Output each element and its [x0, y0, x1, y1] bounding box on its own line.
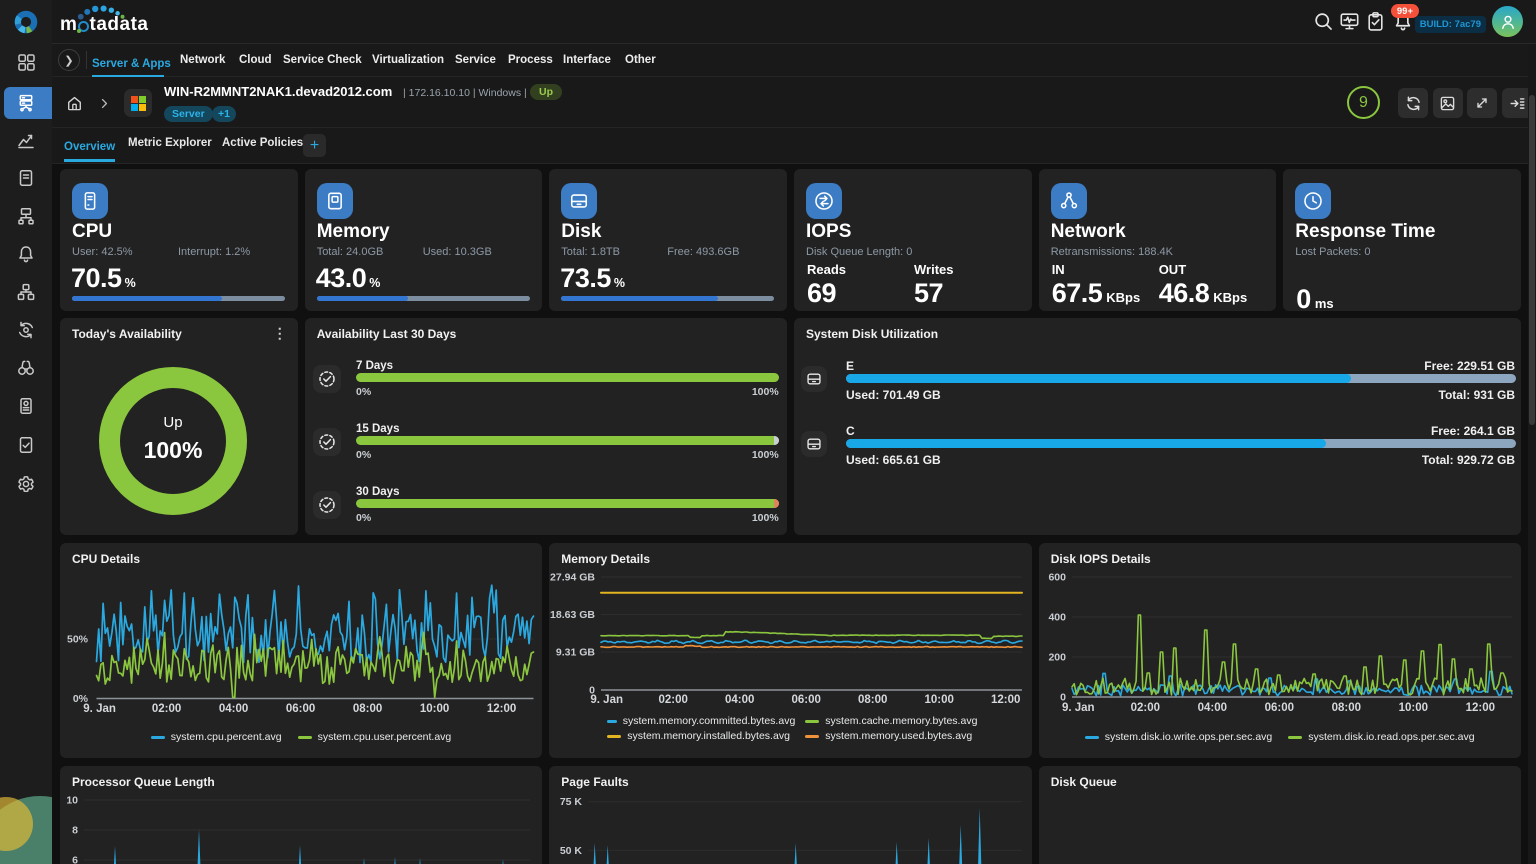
- svg-text:08:00: 08:00: [858, 694, 887, 706]
- svg-text:200: 200: [1048, 652, 1066, 664]
- svg-text:0%: 0%: [73, 693, 89, 705]
- svg-text:02:00: 02:00: [152, 703, 181, 715]
- svg-text:08:00: 08:00: [353, 703, 382, 715]
- svg-text:18.63 GB: 18.63 GB: [550, 609, 595, 621]
- svg-text:10: 10: [66, 795, 78, 807]
- svg-text:9. Jan: 9. Jan: [591, 694, 624, 706]
- svg-text:06:00: 06:00: [792, 694, 821, 706]
- svg-text:10:00: 10:00: [925, 694, 954, 706]
- svg-text:600: 600: [1048, 572, 1066, 584]
- svg-text:04:00: 04:00: [1197, 702, 1226, 714]
- svg-text:0: 0: [589, 685, 595, 697]
- svg-text:27.94 GB: 27.94 GB: [550, 572, 595, 584]
- svg-text:04:00: 04:00: [219, 703, 248, 715]
- svg-text:12:00: 12:00: [991, 694, 1020, 706]
- svg-text:50 K: 50 K: [560, 845, 583, 857]
- svg-text:9. Jan: 9. Jan: [83, 703, 116, 715]
- svg-text:10:00: 10:00: [420, 703, 449, 715]
- svg-text:400: 400: [1048, 612, 1066, 624]
- svg-text:02:00: 02:00: [659, 694, 688, 706]
- svg-text:12:00: 12:00: [1465, 702, 1494, 714]
- svg-text:50%: 50%: [67, 634, 89, 646]
- svg-text:10:00: 10:00: [1398, 702, 1427, 714]
- svg-text:06:00: 06:00: [286, 703, 315, 715]
- svg-text:12:00: 12:00: [487, 703, 516, 715]
- svg-text:02:00: 02:00: [1130, 702, 1159, 714]
- svg-text:0: 0: [1060, 692, 1066, 704]
- svg-text:04:00: 04:00: [725, 694, 754, 706]
- svg-text:8: 8: [72, 825, 78, 837]
- svg-text:06:00: 06:00: [1264, 702, 1293, 714]
- svg-text:75 K: 75 K: [560, 796, 583, 808]
- svg-text:6: 6: [72, 855, 78, 864]
- svg-text:9. Jan: 9. Jan: [1062, 702, 1095, 714]
- svg-text:9.31 GB: 9.31 GB: [556, 647, 596, 659]
- svg-text:08:00: 08:00: [1331, 702, 1360, 714]
